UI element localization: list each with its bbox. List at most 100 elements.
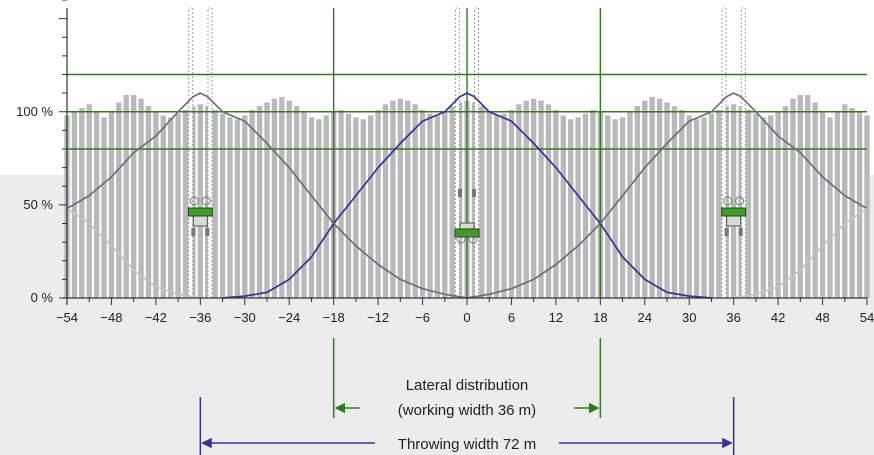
bar — [249, 109, 255, 298]
tramline — [188, 7, 194, 299]
tractor-icon — [454, 189, 480, 244]
working-width-label-line1: Lateral distribution — [406, 377, 529, 394]
x-tick-label: −54 — [56, 310, 78, 325]
x-tick-label: 48 — [815, 310, 829, 325]
series-line-left-pass — [66, 92, 468, 299]
bar — [812, 102, 818, 298]
bar — [664, 102, 670, 298]
bar — [168, 117, 174, 299]
spreader-hopper — [454, 228, 480, 238]
y-tick-label: 100 % — [16, 104, 53, 119]
bar — [745, 109, 752, 298]
annotations: Lateral distribution (working width 36 m… — [199, 338, 735, 455]
bar — [471, 102, 478, 298]
bar — [834, 111, 841, 298]
bar — [805, 94, 811, 298]
bar — [545, 104, 552, 298]
bar — [442, 111, 448, 298]
bar — [323, 115, 329, 298]
bar — [679, 109, 685, 298]
x-tick-label: 6 — [508, 310, 515, 325]
spinner-disc — [189, 196, 199, 206]
bar — [590, 109, 596, 298]
tractor-cab — [726, 215, 742, 227]
x-tick-label: 30 — [682, 310, 696, 325]
bar — [671, 106, 678, 298]
bar — [145, 106, 152, 298]
bar — [516, 104, 522, 298]
axes: −54 −48 −42 −36 −30 −24 −18 −12 −6 0 6 12 18 24 30 36 42… — [16, 0, 874, 325]
x-tick-label: 54 — [860, 310, 874, 325]
spinner-disc — [201, 196, 211, 206]
working-width-label-line2: (working width 36 m) — [398, 402, 536, 419]
reference-lines — [67, 8, 867, 298]
x-tick-label: 18 — [593, 310, 607, 325]
x-tick-label: 42 — [771, 310, 785, 325]
y-tick-label: 50 % — [23, 197, 53, 212]
bar — [182, 109, 189, 298]
spinner-disc — [723, 196, 733, 206]
bar — [716, 109, 722, 298]
bar — [301, 111, 307, 298]
bar — [686, 115, 692, 298]
bar — [605, 115, 611, 298]
series-line-right-pass — [466, 92, 868, 299]
x-tick-label: 36 — [726, 310, 740, 325]
bar — [382, 104, 389, 298]
bar — [175, 113, 181, 298]
bar — [553, 109, 559, 298]
bar — [227, 117, 233, 299]
bar — [797, 94, 803, 298]
throwing-width-label: Throwing width 72 m — [398, 436, 536, 453]
bar — [753, 113, 759, 298]
bar — [642, 100, 648, 298]
bar — [279, 96, 285, 298]
bar — [338, 109, 344, 298]
x-tick-label: −12 — [367, 310, 389, 325]
spreader-hopper — [187, 207, 213, 217]
bar — [256, 106, 263, 298]
wheel — [191, 228, 196, 236]
bar — [390, 100, 396, 298]
bar — [405, 100, 411, 298]
bar — [449, 106, 455, 298]
bar — [212, 109, 218, 298]
bar — [723, 106, 729, 298]
bar — [693, 119, 700, 298]
x-tick-label: −18 — [323, 310, 345, 325]
series-line-outer-right-pass — [733, 207, 868, 299]
bar — [849, 108, 855, 299]
x-tick-label: 0 — [463, 310, 470, 325]
x-tick-label: −30 — [234, 310, 256, 325]
bar — [86, 104, 92, 298]
tramline — [474, 7, 480, 299]
bar — [427, 113, 433, 298]
tractor-icon — [187, 196, 213, 236]
bar — [368, 115, 374, 298]
wheel — [738, 228, 743, 236]
line-series — [66, 92, 868, 299]
bar — [508, 109, 515, 298]
bar — [101, 117, 107, 299]
bar — [731, 104, 737, 298]
bar — [123, 94, 129, 298]
bar — [760, 117, 766, 299]
bar — [649, 96, 655, 298]
series-line-outer-left-pass — [66, 207, 201, 299]
bar — [775, 111, 781, 298]
bar — [234, 119, 241, 298]
bar — [842, 104, 848, 298]
tramline — [454, 7, 460, 299]
wheel — [458, 189, 462, 197]
bar — [153, 111, 159, 298]
bar — [108, 111, 115, 298]
x-tick-label: −24 — [278, 310, 300, 325]
wheel — [472, 189, 476, 197]
bar — [656, 98, 663, 299]
bar — [782, 106, 789, 298]
tractors — [187, 189, 747, 244]
bar — [501, 113, 507, 298]
bar — [242, 115, 248, 298]
bar — [560, 115, 566, 298]
